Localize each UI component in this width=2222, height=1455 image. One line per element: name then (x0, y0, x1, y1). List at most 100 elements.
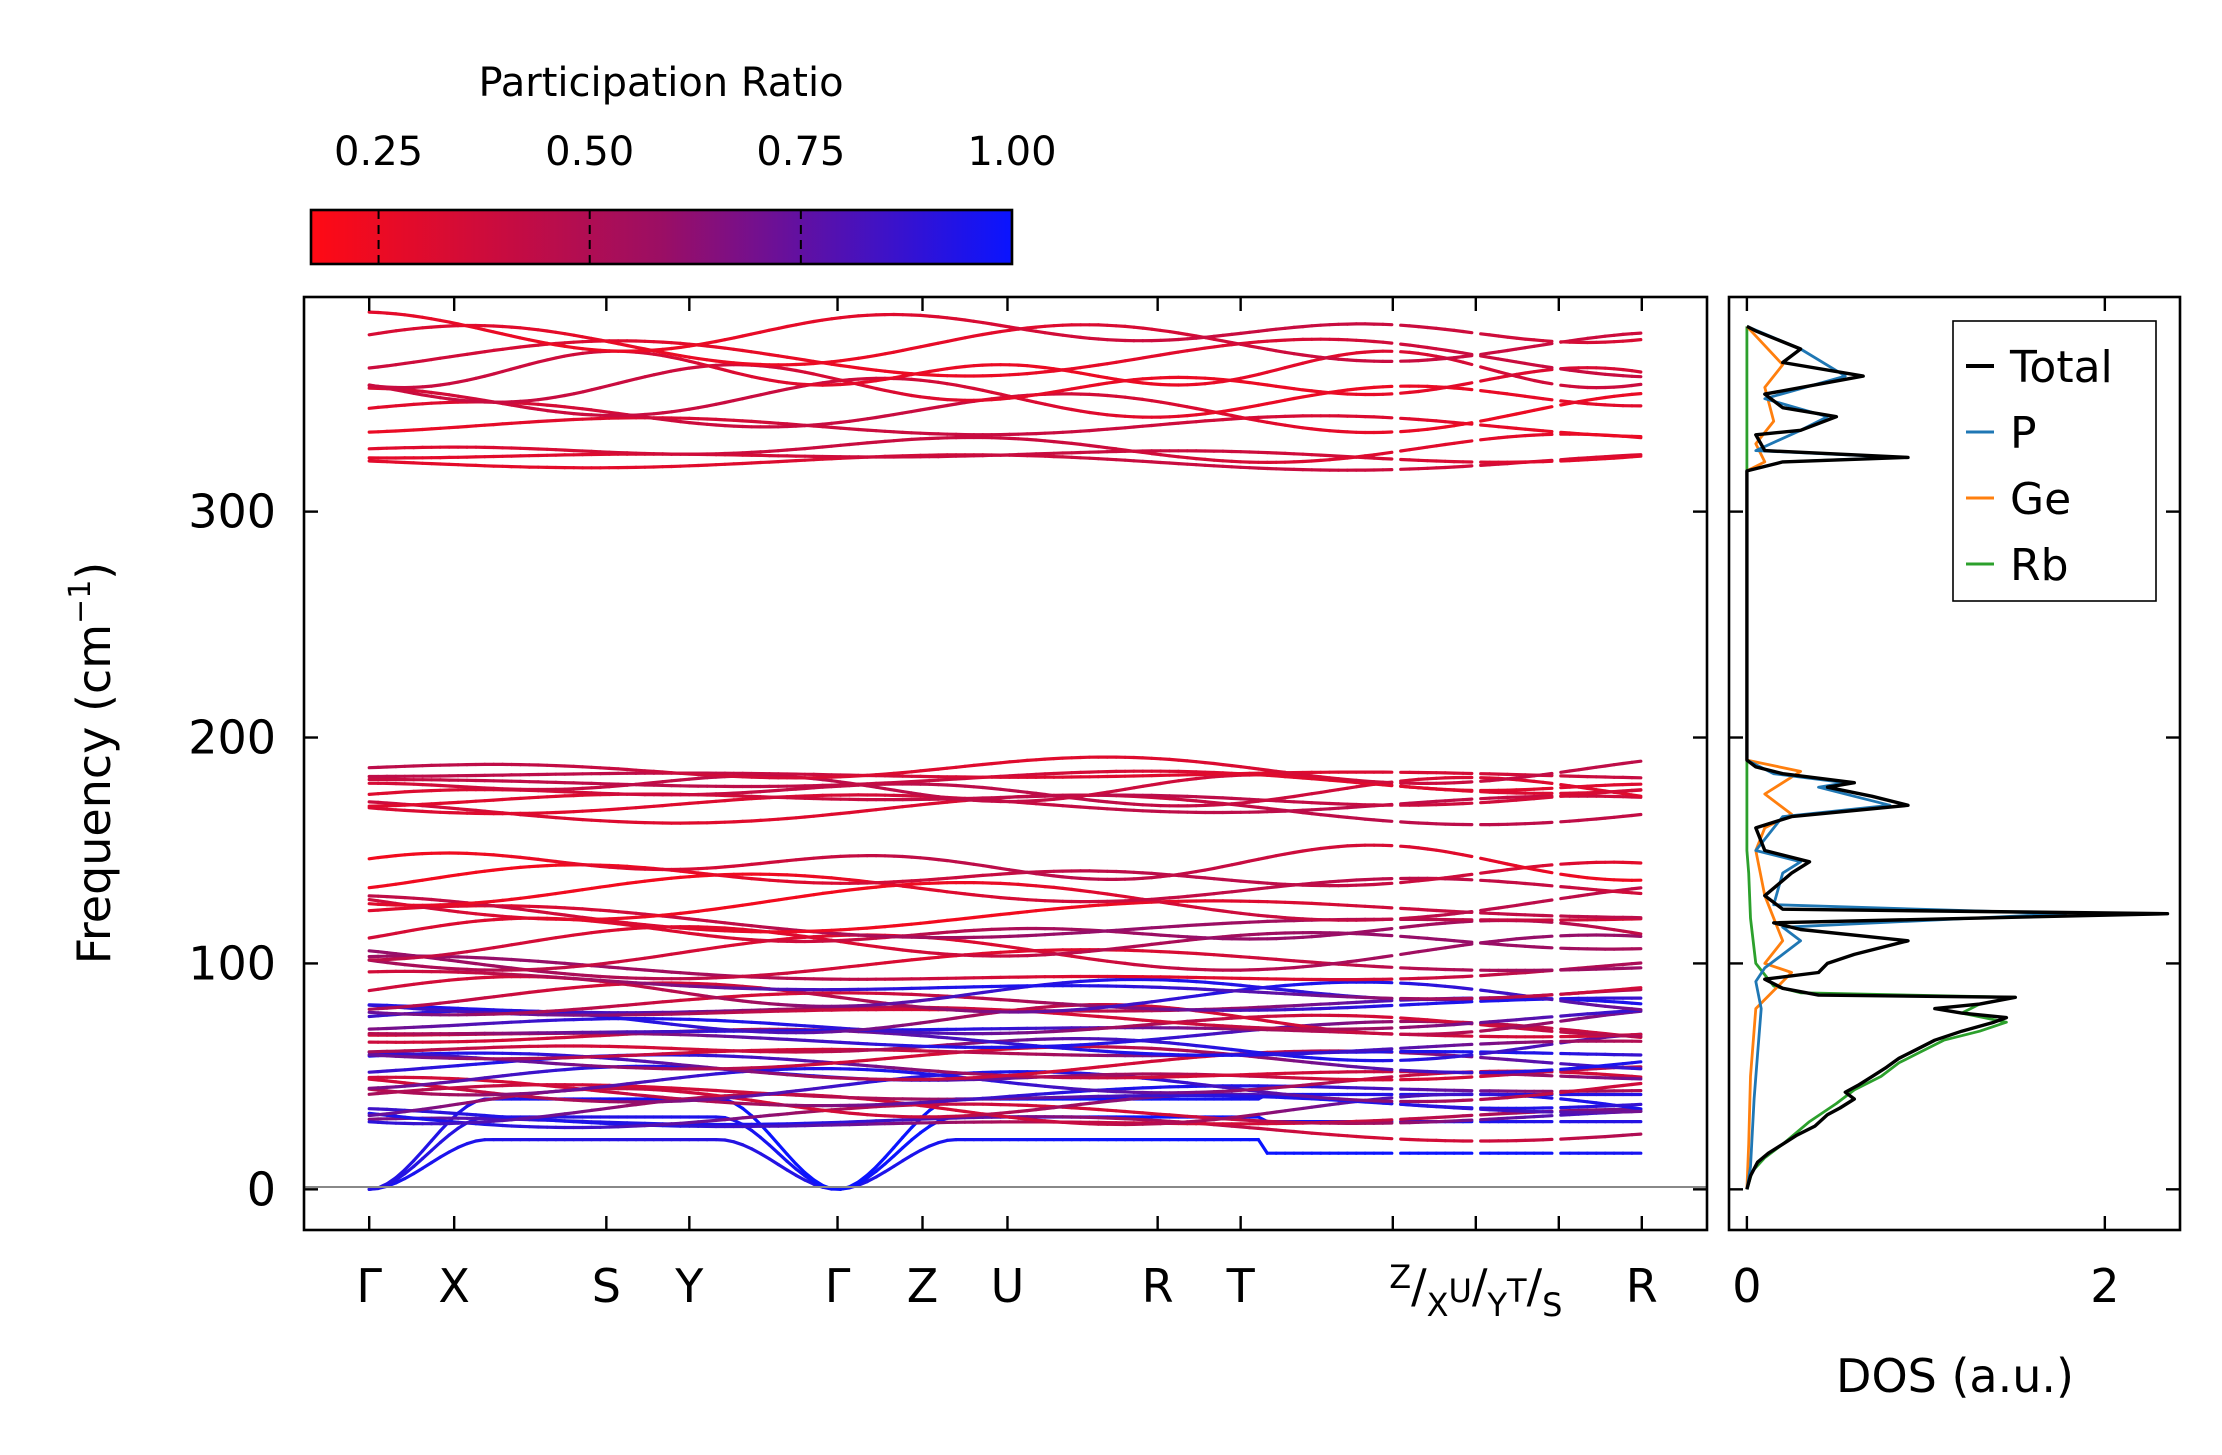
band-segment (1541, 1068, 1554, 1073)
band-segment (1381, 1136, 1394, 1141)
band-segment (1461, 1021, 1474, 1026)
band-segment (1461, 1106, 1474, 1111)
band-segment (394, 1176, 407, 1185)
colorbar: Participation Ratio 0.25 0.50 0.75 1.00 (309, 60, 1057, 266)
band-segment (412, 1156, 425, 1169)
band-segment (438, 1150, 451, 1159)
band-segment (385, 1176, 398, 1186)
band-segment (767, 1157, 780, 1167)
band-segment (1630, 1060, 1643, 1065)
band-segment (901, 1138, 914, 1150)
band-segment (865, 1165, 878, 1177)
band-segment (767, 1143, 780, 1155)
band-segment (1541, 1095, 1554, 1100)
band-segment (865, 1175, 878, 1184)
phonon-bands (367, 310, 1643, 1191)
band-segment (1630, 1132, 1643, 1137)
band-segment (1541, 920, 1554, 924)
band-segment (394, 1168, 407, 1180)
band-segment (892, 1135, 905, 1150)
band-segment (785, 1168, 798, 1177)
band-segment (883, 1164, 896, 1174)
band-segment (918, 1124, 932, 1135)
band-segment (741, 1106, 754, 1118)
band-segment (1381, 1118, 1394, 1122)
band-segment (1461, 1075, 1474, 1080)
band-segment (803, 1178, 816, 1186)
band-segment (412, 1166, 425, 1176)
band-segment (1630, 930, 1643, 936)
band-segment (421, 1148, 434, 1161)
band-segment (438, 1133, 451, 1145)
band-segment (883, 1145, 896, 1160)
band-segment (1541, 1015, 1554, 1020)
band-segment (1541, 934, 1554, 939)
band-segment (447, 1126, 460, 1137)
band-segment (1630, 1074, 1643, 1079)
colorbar-tick-label: 1.00 (967, 129, 1056, 175)
band-segment (856, 1173, 869, 1184)
band-segment (1381, 933, 1394, 938)
band-segment (758, 1151, 772, 1161)
band-segment (803, 1174, 816, 1184)
band-segment (874, 1155, 887, 1169)
band-segment (1630, 1007, 1643, 1012)
band-segment (1461, 939, 1474, 944)
band-segment (909, 1131, 923, 1142)
band-segment (1541, 1091, 1554, 1097)
band-segment (794, 1173, 807, 1182)
band-segment (1461, 1030, 1474, 1035)
band-segment (874, 1162, 887, 1174)
band-segment (412, 1149, 425, 1163)
band-segment (447, 1145, 460, 1154)
band-segment (1630, 1001, 1643, 1006)
band-segment (1541, 1025, 1554, 1030)
band-segment (429, 1140, 442, 1153)
colorbar-tick-label: 0.75 (756, 129, 845, 175)
colorbar-tick-label: 0.50 (545, 129, 634, 175)
band-segment (776, 1162, 789, 1172)
band-segment (1630, 1066, 1643, 1071)
band-segment (909, 1148, 923, 1158)
band-segment (794, 1167, 807, 1178)
band-segment (901, 1125, 914, 1140)
band-segment (1461, 986, 1474, 991)
colorbar-title: Participation Ratio (478, 60, 843, 106)
band-segment (1630, 986, 1643, 991)
band-segment (403, 1171, 416, 1181)
band-segment (1461, 974, 1474, 979)
band-segment (803, 1170, 816, 1182)
band-segment (874, 1170, 887, 1179)
band-segment (865, 1169, 878, 1180)
band-segment (901, 1153, 914, 1163)
band-segment (883, 1154, 896, 1166)
band-segment (1381, 1067, 1394, 1072)
band-segment (1381, 926, 1394, 932)
band-segment (1630, 961, 1643, 966)
band-segment (856, 1179, 869, 1187)
band-segment (1541, 1060, 1554, 1065)
band-segment (1541, 993, 1554, 998)
band-segment (1381, 1101, 1394, 1106)
band-segment (1381, 1096, 1394, 1101)
band-segment (776, 1151, 789, 1163)
band-segment (749, 1128, 763, 1140)
band-segment (892, 1159, 905, 1168)
band-segment (749, 1147, 763, 1156)
band-segment (1461, 942, 1474, 947)
band-segment (1381, 954, 1394, 959)
colorbar-tick-labels: 0.25 0.50 0.75 1.00 (334, 129, 1056, 175)
band-segment (1541, 996, 1554, 1002)
band-segment (456, 1142, 469, 1150)
band-segment (758, 1135, 772, 1147)
band-segment (403, 1159, 416, 1172)
band-segment (1461, 1053, 1474, 1058)
band-segment (1381, 1047, 1394, 1052)
band-segment (429, 1155, 442, 1165)
band-segment (812, 1178, 825, 1188)
band-segment (429, 1129, 442, 1143)
band-segment (918, 1144, 932, 1153)
band-segment (785, 1159, 798, 1171)
band-segment (785, 1152, 798, 1166)
